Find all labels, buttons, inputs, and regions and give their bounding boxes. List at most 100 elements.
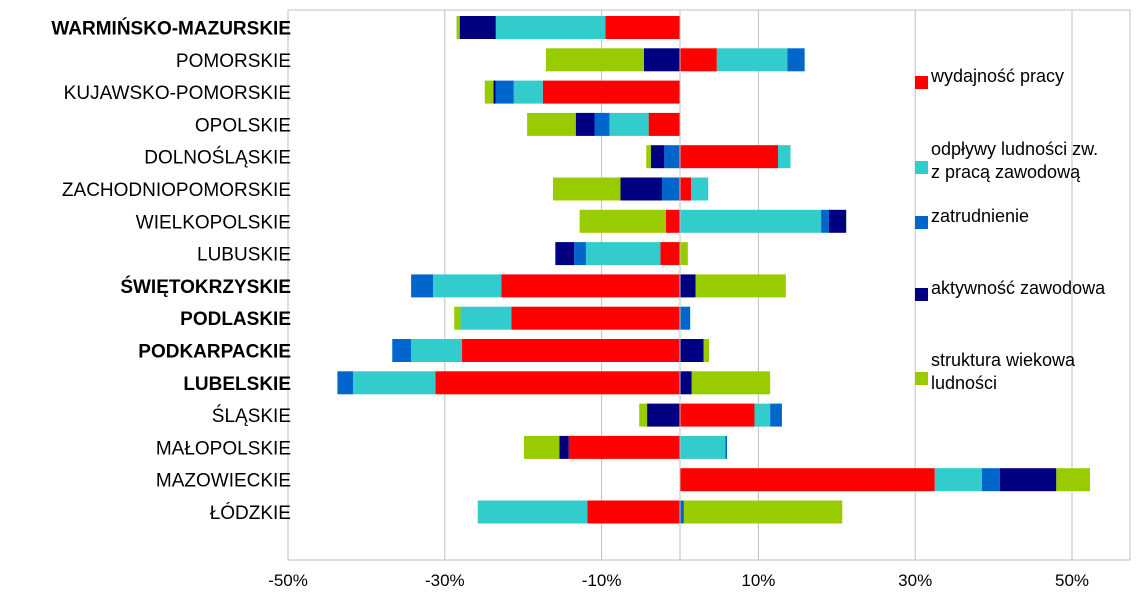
legend-swatch [915, 216, 928, 229]
bar-segment [821, 209, 829, 233]
bar-segment [999, 468, 1057, 492]
legend-label: struktura wiekowa ludności [931, 350, 1076, 393]
bar-segment [337, 371, 354, 395]
bar-segment [680, 242, 688, 266]
bar-segment [981, 468, 1000, 492]
bar-segment [643, 48, 680, 72]
x-tick-label: 50% [1055, 571, 1089, 590]
category-label: MAŁOPOLSKIE [156, 438, 291, 459]
bar-segment [542, 80, 680, 104]
legend: wydajność pracy odpływy ludności zw. z pra… [915, 66, 1106, 393]
bar-segment [680, 48, 717, 72]
bar-segment [754, 403, 771, 427]
legend-item: struktura wiekowa ludności [915, 350, 1076, 393]
category-label: ŚLĄSKIE [212, 405, 291, 427]
bar-segment [513, 80, 543, 104]
legend-swatch [915, 76, 928, 89]
category-label: LUBELSKIE [183, 374, 291, 395]
category-labels: WARMIŃSKO-MAZURSKIE POMORSKIE KUJAWSKO-POM… [51, 18, 291, 525]
bar-segment [934, 468, 982, 492]
category-label: MAZOWIECKIE [156, 471, 291, 492]
bar-segment [665, 209, 680, 233]
bar-segment [648, 112, 680, 136]
category-label: PODKARPACKIE [138, 342, 291, 363]
bar-segment [433, 274, 502, 298]
bar-segment [664, 145, 680, 169]
bar-segment [585, 242, 661, 266]
bar-segment [680, 371, 692, 395]
bar-segment [703, 339, 710, 362]
legend-item: zatrudnienie [915, 206, 1029, 229]
bar-segment [680, 274, 696, 298]
bar-segment [1056, 468, 1091, 492]
bar-segment [495, 80, 514, 104]
bar-segment [392, 339, 412, 362]
bar-segment [511, 306, 680, 330]
bar-segment [575, 112, 595, 136]
bar-segment [650, 145, 665, 169]
legend-label: zatrudnienie [931, 206, 1029, 226]
category-label: WARMIŃSKO-MAZURSKIE [51, 18, 291, 40]
bar-segment [680, 339, 704, 362]
bar-segment [459, 16, 496, 39]
bar-segment [725, 435, 728, 459]
bar-segment [555, 242, 575, 266]
bar-segment [545, 48, 644, 72]
legend-swatch [915, 288, 928, 301]
bar-segment [695, 274, 786, 298]
bar-segment [680, 209, 822, 233]
bar-segment [680, 177, 691, 201]
bar-segment [527, 112, 576, 136]
bar-segment [579, 209, 666, 233]
legend-swatch [915, 372, 928, 385]
bar-segment [493, 80, 496, 104]
bar-segment [680, 145, 778, 169]
x-axis: -50% -30% -10% 10% 30% 50% [268, 571, 1089, 590]
bar-segment [661, 177, 680, 201]
bar-segment [454, 306, 461, 330]
x-tick-label: 30% [898, 571, 932, 590]
bar-segment [620, 177, 662, 201]
category-label: POMORSKIE [176, 51, 291, 72]
x-tick-label: -30% [425, 571, 465, 590]
legend-item: aktywność zawodowa [915, 278, 1106, 301]
bars [337, 10, 1091, 560]
bar-segment [568, 435, 680, 459]
bar-segment [691, 371, 771, 395]
bar-segment [411, 339, 463, 362]
bar-segment [646, 145, 651, 169]
bar-segment [435, 371, 680, 395]
bar-segment [462, 339, 680, 362]
category-label: DOLNOŚLĄSKIE [144, 147, 291, 169]
bar-segment [456, 16, 460, 39]
legend-label: aktywność zawodowa [931, 278, 1106, 298]
bar-segment [680, 403, 755, 427]
legend-swatch [915, 161, 928, 174]
x-tick-label: -50% [268, 571, 308, 590]
category-label: OPOLSKIE [195, 115, 291, 136]
bar-segment [716, 48, 788, 72]
category-label: ŚWIĘTOKRZYSKIE [120, 276, 291, 298]
bar-segment [484, 80, 494, 104]
category-label: LUBUSKIE [197, 245, 291, 266]
bar-segment [680, 500, 684, 524]
category-label: WIELKOPOLSKIE [136, 212, 291, 233]
category-label: PODLASKIE [180, 309, 291, 330]
bar-segment [411, 274, 434, 298]
x-tick-label: -10% [582, 571, 622, 590]
bar-segment [647, 403, 680, 427]
bar-segment [460, 306, 512, 330]
bar-segment [787, 48, 805, 72]
bar-segment [552, 177, 621, 201]
bar-segment [680, 306, 691, 330]
bar-segment [559, 435, 569, 459]
bar-segment [828, 209, 847, 233]
category-label: ZACHODNIOPOMORSKIE [62, 180, 291, 201]
legend-label: wydajność pracy [930, 66, 1064, 86]
bar-segment [639, 403, 648, 427]
legend-item: wydajność pracy [915, 66, 1064, 89]
bar-segment [778, 145, 791, 169]
bar-segment [680, 468, 935, 492]
bar-segment [660, 242, 680, 266]
plot-area [287, 9, 1131, 561]
